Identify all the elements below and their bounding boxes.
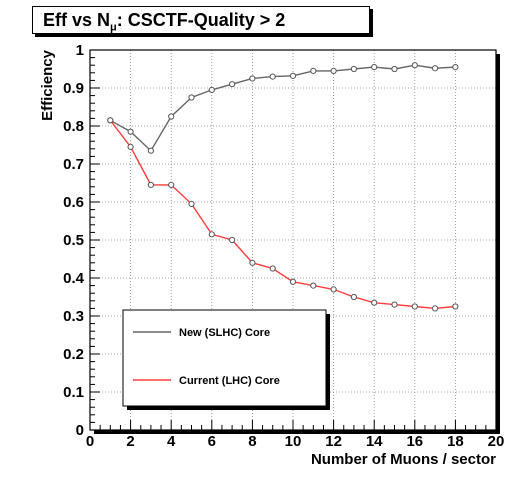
- y-tick-label: 0.3: [63, 308, 84, 325]
- series-line: [109, 64, 456, 152]
- data-point: [249, 75, 256, 82]
- data-point: [107, 117, 114, 124]
- chart-title-prefix: Eff vs N: [43, 10, 111, 30]
- data-point: [432, 305, 439, 312]
- y-tick-label: 1: [76, 42, 84, 59]
- data-point: [269, 73, 276, 80]
- data-point: [147, 147, 154, 154]
- y-tick-label: 0: [76, 422, 84, 439]
- x-tick-label: 16: [406, 433, 423, 450]
- data-point: [350, 65, 357, 73]
- data-point: [452, 303, 459, 310]
- chart-title-suffix: : CSCTF-Quality > 2: [116, 10, 286, 30]
- x-tick-label: 10: [285, 433, 302, 450]
- data-point: [168, 113, 175, 120]
- y-tick-label: 0.4: [63, 270, 85, 287]
- data-point: [188, 94, 195, 101]
- x-tick-label: 18: [447, 433, 464, 450]
- data-point: [127, 128, 134, 135]
- data-point: [452, 64, 459, 71]
- y-tick-label: 0.7: [63, 156, 84, 173]
- legend-label: Current (LHC) Core: [179, 375, 280, 387]
- x-tick-label: 4: [167, 433, 176, 450]
- y-tick-label: 0.6: [63, 194, 84, 211]
- data-point: [411, 303, 418, 310]
- x-tick-label: 14: [366, 433, 383, 450]
- data-point: [310, 282, 317, 289]
- y-tick-label: 0.9: [63, 80, 84, 97]
- series-line: [109, 119, 456, 310]
- data-point: [432, 65, 439, 72]
- x-tick-label: 2: [126, 433, 134, 450]
- data-point: [168, 181, 175, 188]
- chart-title: Eff vs Nμ: CSCTF-Quality > 2: [43, 10, 285, 34]
- y-tick-label: 0.5: [63, 232, 84, 249]
- data-point: [371, 64, 378, 71]
- y-tick-label: 0.1: [63, 384, 84, 401]
- chart-title-subscript: μ: [110, 21, 117, 34]
- x-tick-label: 20: [488, 433, 505, 450]
- x-tick-label: 0: [86, 433, 94, 450]
- data-point: [249, 259, 256, 266]
- data-point: [188, 200, 195, 207]
- x-tick-label: 8: [248, 433, 256, 450]
- data-point: [330, 286, 337, 293]
- legend-label: New (SLHC) Core: [179, 327, 270, 339]
- legend-box: [122, 309, 327, 407]
- data-point: [310, 67, 317, 75]
- x-tick-label: 6: [208, 433, 216, 450]
- data-point: [350, 293, 357, 301]
- data-point: [391, 65, 398, 73]
- x-axis-label: Number of Muons / sector: [311, 451, 496, 468]
- data-point: [208, 86, 215, 94]
- data-point: [269, 265, 276, 272]
- data-point: [330, 67, 337, 75]
- data-point: [289, 278, 297, 285]
- data-point: [127, 143, 134, 150]
- data-point: [229, 236, 236, 244]
- data-point: [411, 62, 418, 69]
- x-tick-label: 12: [325, 433, 342, 450]
- chart-title-box: Eff vs Nμ: CSCTF-Quality > 2: [32, 6, 370, 34]
- data-point: [147, 181, 154, 188]
- data-point: [289, 72, 297, 79]
- y-axis-label: Efficiency: [39, 49, 56, 121]
- y-tick-label: 0.8: [63, 118, 84, 135]
- data-point: [371, 299, 378, 306]
- data-point: [208, 231, 215, 238]
- data-point: [229, 81, 236, 88]
- y-tick-label: 0.2: [63, 346, 84, 363]
- data-point: [391, 301, 398, 308]
